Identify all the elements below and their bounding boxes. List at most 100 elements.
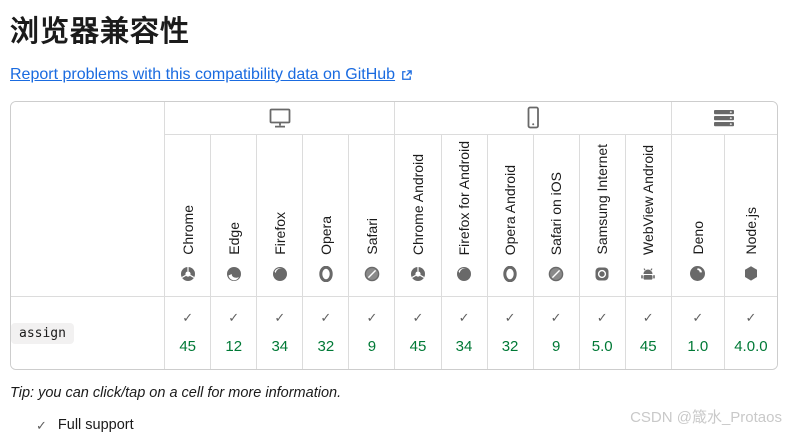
safari-icon <box>548 266 564 287</box>
support-cell-webview-android[interactable]: ✓ 45 <box>624 296 672 369</box>
browser-name-row: Chrome Edge Firefox Opera <box>11 134 777 297</box>
column-header-chrome-android: Chrome Android <box>394 134 442 297</box>
tip-text: Tip: you can click/tap on a cell for mor… <box>10 385 342 401</box>
safari-icon <box>364 266 380 287</box>
firefox-icon <box>272 266 288 287</box>
support-version: 32 <box>317 337 335 355</box>
support-cell-deno[interactable]: ✓ 1.0 <box>670 296 725 369</box>
full-support-check-icon: ✓ <box>550 309 562 325</box>
support-version: 34 <box>271 337 289 355</box>
platform-group-row <box>11 102 777 297</box>
browser-label: Samsung Internet <box>594 144 611 255</box>
support-version: 45 <box>179 337 197 355</box>
report-link-label: Report problems with this compatibility … <box>10 66 396 83</box>
support-cell-edge[interactable]: ✓ 12 <box>210 296 258 369</box>
column-header-opera: Opera <box>302 134 350 297</box>
browser-label: Chrome Android <box>409 153 426 255</box>
column-header-webview-android: WebView Android <box>624 134 672 297</box>
browser-label: Firefox <box>271 212 288 255</box>
support-cell-samsung-internet[interactable]: ✓ 5.0 <box>578 296 626 369</box>
full-support-check-icon: ✓ <box>36 417 47 433</box>
browser-label: WebView Android <box>640 145 657 255</box>
support-cell-opera[interactable]: ✓ 32 <box>302 296 350 369</box>
full-support-check-icon: ✓ <box>458 309 470 325</box>
column-header-opera-android: Opera Android <box>486 134 534 297</box>
column-header-chrome: Chrome <box>164 134 212 297</box>
column-header-edge: Edge <box>210 134 258 297</box>
full-support-check-icon: ✓ <box>504 309 516 325</box>
full-support-check-icon: ✓ <box>412 309 424 325</box>
support-version: 32 <box>501 337 519 355</box>
page-title: 浏览器兼容性 <box>10 16 191 48</box>
support-version: 1.0 <box>687 337 709 355</box>
column-header-deno: Deno <box>670 134 725 297</box>
nodejs-icon <box>743 265 759 287</box>
column-header-firefox-android: Firefox for Android <box>440 134 488 297</box>
column-header-safari: Safari <box>348 134 396 297</box>
full-support-check-icon: ✓ <box>182 309 194 325</box>
support-cell-nodejs[interactable]: ✓ 4.0.0 <box>723 296 777 369</box>
full-support-check-icon: ✓ <box>274 309 286 325</box>
support-cell-safari-ios[interactable]: ✓ 9 <box>532 296 580 369</box>
column-header-nodejs: Node.js <box>723 134 777 297</box>
server-group-header <box>670 102 777 135</box>
opera-icon <box>502 265 518 287</box>
support-cell-chrome[interactable]: ✓ 45 <box>164 296 212 369</box>
desktop-icon <box>267 108 293 128</box>
csdn-watermark: CSDN @箴水_Protaos <box>630 409 782 426</box>
external-link-icon <box>400 69 413 82</box>
column-header-firefox: Firefox <box>256 134 304 297</box>
feature-row-assign: assign ✓ 45 ✓ 12 ✓ 34 ✓ <box>11 296 777 369</box>
chrome-icon <box>410 266 426 287</box>
browser-label: Safari <box>363 218 380 255</box>
mobile-group-header <box>394 102 672 135</box>
browser-label: Node.js <box>742 206 759 254</box>
browser-label: Deno <box>689 220 706 254</box>
browser-label: Opera Android <box>502 164 519 255</box>
browser-label: Chrome <box>179 205 196 255</box>
deno-icon <box>689 265 706 287</box>
firefox-icon <box>456 266 472 287</box>
support-version: 34 <box>455 337 473 355</box>
mobile-icon <box>522 106 544 129</box>
opera-icon <box>318 265 334 287</box>
browser-label: Safari on iOS <box>548 171 565 255</box>
support-version: 9 <box>551 337 561 355</box>
desktop-group-header <box>164 102 396 135</box>
browser-label: Firefox for Android <box>456 140 473 255</box>
full-support-check-icon: ✓ <box>228 309 240 325</box>
support-cell-opera-android[interactable]: ✓ 32 <box>486 296 534 369</box>
support-version: 9 <box>367 337 377 355</box>
chrome-icon <box>180 266 196 287</box>
full-support-check-icon: ✓ <box>596 309 608 325</box>
column-header-samsung-internet: Samsung Internet <box>578 134 626 297</box>
support-version: 4.0.0 <box>734 337 768 355</box>
full-support-check-icon: ✓ <box>366 309 378 325</box>
edge-icon <box>226 266 242 287</box>
support-version: 45 <box>639 337 657 355</box>
corner-cell <box>11 102 166 297</box>
full-support-check-icon: ✓ <box>745 309 757 325</box>
webview-android-icon <box>640 266 656 287</box>
samsung-internet-icon <box>594 266 610 287</box>
compat-table: Chrome Edge Firefox Opera <box>11 102 777 369</box>
browser-label: Edge <box>225 222 242 255</box>
support-version: 12 <box>225 337 243 355</box>
support-version: 5.0 <box>591 337 613 355</box>
legend-full-support: ✓ Full support <box>36 417 781 433</box>
support-cell-safari[interactable]: ✓ 9 <box>348 296 396 369</box>
support-version: 45 <box>409 337 427 355</box>
compat-table-container: Chrome Edge Firefox Opera <box>10 101 778 370</box>
browser-label: Opera <box>317 216 334 255</box>
full-support-check-icon: ✓ <box>642 309 654 325</box>
report-problems-link[interactable]: Report problems with this compatibility … <box>10 66 413 84</box>
full-support-check-icon: ✓ <box>320 309 332 325</box>
support-cell-chrome-android[interactable]: ✓ 45 <box>394 296 442 369</box>
support-cell-firefox-android[interactable]: ✓ 34 <box>440 296 488 369</box>
server-icon <box>712 109 736 127</box>
column-header-safari-ios: Safari on iOS <box>532 134 580 297</box>
feature-code-chip: assign <box>11 322 74 344</box>
support-cell-firefox[interactable]: ✓ 34 <box>256 296 304 369</box>
full-support-check-icon: ✓ <box>692 309 704 325</box>
